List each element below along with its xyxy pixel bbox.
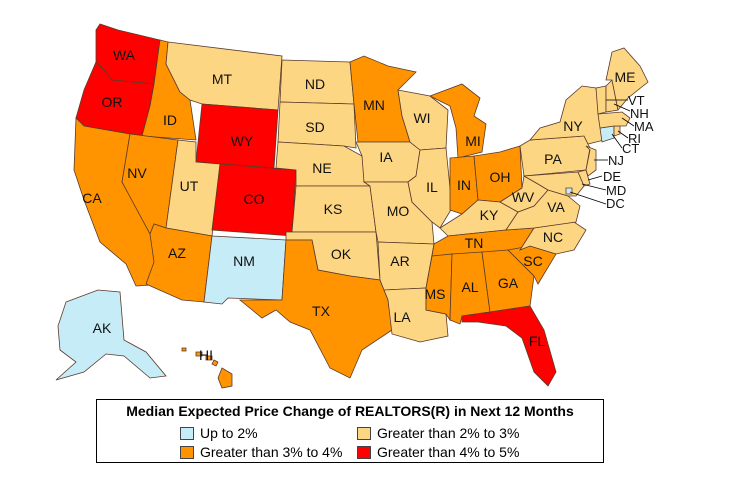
label-NY: NY (563, 118, 583, 134)
label-FL: FL (529, 333, 546, 349)
state-NM[interactable] (203, 235, 287, 305)
label-SD: SD (305, 119, 324, 135)
label-TN: TN (465, 235, 484, 251)
label-MO: MO (387, 203, 410, 219)
state-MT[interactable] (165, 41, 283, 111)
label-WV: WV (512, 189, 535, 205)
legend: Median Expected Price Change of REALTORS… (96, 399, 604, 463)
legend-label: Up to 2% (200, 425, 258, 441)
label-MS: MS (425, 286, 446, 302)
state-NY[interactable] (529, 85, 605, 145)
state-MI[interactable] (429, 83, 487, 159)
state-AK[interactable] (55, 289, 167, 381)
legend-label: Greater than 4% to 5% (377, 444, 520, 460)
state-FL[interactable] (461, 305, 557, 387)
label-CT: CT (622, 141, 639, 156)
label-OH: OH (490, 169, 511, 185)
label-SC: SC (523, 253, 542, 269)
label-ME: ME (615, 69, 636, 85)
label-DE: DE (603, 169, 621, 184)
legend-swatch (357, 445, 371, 459)
state-CT[interactable] (599, 125, 615, 143)
label-IA: IA (379, 149, 393, 165)
label-PA: PA (544, 151, 562, 167)
label-IN: IN (457, 177, 471, 193)
label-TX: TX (312, 303, 331, 319)
label-OK: OK (331, 246, 352, 262)
label-AK: AK (93, 320, 112, 336)
label-NV: NV (127, 165, 147, 181)
legend-item-4-to-5: Greater than 4% to 5% (357, 444, 519, 460)
label-NJ: NJ (608, 153, 624, 168)
state-VT[interactable] (595, 85, 607, 115)
state-IL[interactable] (407, 147, 453, 229)
label-AL: AL (461, 279, 478, 295)
state-RI[interactable] (613, 125, 621, 137)
legend-swatch (180, 426, 194, 440)
label-GA: GA (498, 275, 519, 291)
legend-item-up-to-2: Up to 2% (180, 425, 258, 441)
label-MD: MD (606, 183, 626, 198)
state-HI[interactable] (181, 347, 233, 389)
label-WI: WI (413, 110, 430, 126)
label-NM: NM (233, 253, 255, 269)
legend-title: Median Expected Price Change of REALTORS… (126, 403, 574, 419)
state-AZ[interactable] (145, 223, 213, 303)
label-WA: WA (113, 47, 136, 63)
state-DC[interactable] (565, 187, 573, 195)
legend-item-3-to-4: Greater than 3% to 4% (180, 444, 342, 460)
label-ND: ND (305, 76, 325, 92)
label-LA: LA (393, 309, 411, 325)
label-VT: VT (628, 93, 645, 108)
label-HI: HI (199, 347, 213, 363)
state-NJ[interactable] (585, 145, 597, 177)
label-MN: MN (363, 97, 385, 113)
state-TX[interactable] (238, 239, 393, 379)
label-leader-lines (569, 99, 635, 205)
legend-label: Greater than 2% to 3% (377, 425, 520, 441)
state-GA[interactable] (481, 249, 535, 313)
us-map: WA OR CA ID NV MT WY UT CO AZ NM ND SD N… (55, 23, 654, 389)
label-MI: MI (465, 133, 481, 149)
label-NC: NC (543, 229, 563, 245)
label-DC: DC (606, 196, 625, 211)
label-IL: IL (426, 179, 438, 195)
legend-label: Greater than 3% to 4% (200, 444, 343, 460)
label-KY: KY (480, 207, 499, 223)
label-CA: CA (82, 190, 102, 206)
label-OR: OR (102, 94, 123, 110)
label-WY: WY (231, 133, 254, 149)
label-VA: VA (547, 199, 565, 215)
label-AR: AR (390, 253, 409, 269)
label-CO: CO (244, 191, 265, 207)
legend-item-2-to-3: Greater than 2% to 3% (357, 425, 519, 441)
label-NE: NE (312, 160, 331, 176)
state-ME[interactable] (605, 47, 649, 111)
label-ID: ID (163, 112, 177, 128)
label-MA: MA (634, 119, 654, 134)
label-AZ: AZ (168, 245, 186, 261)
legend-swatch (357, 426, 371, 440)
legend-swatch (180, 445, 194, 459)
label-KS: KS (324, 201, 343, 217)
state-SD[interactable] (277, 101, 357, 149)
label-RI: RI (628, 131, 641, 146)
label-UT: UT (180, 178, 199, 194)
state-MA[interactable] (597, 111, 631, 129)
state-labels: WA OR CA ID NV MT WY UT CO AZ NM ND SD N… (82, 47, 654, 363)
label-NH: NH (630, 106, 649, 121)
label-MT: MT (212, 71, 233, 87)
